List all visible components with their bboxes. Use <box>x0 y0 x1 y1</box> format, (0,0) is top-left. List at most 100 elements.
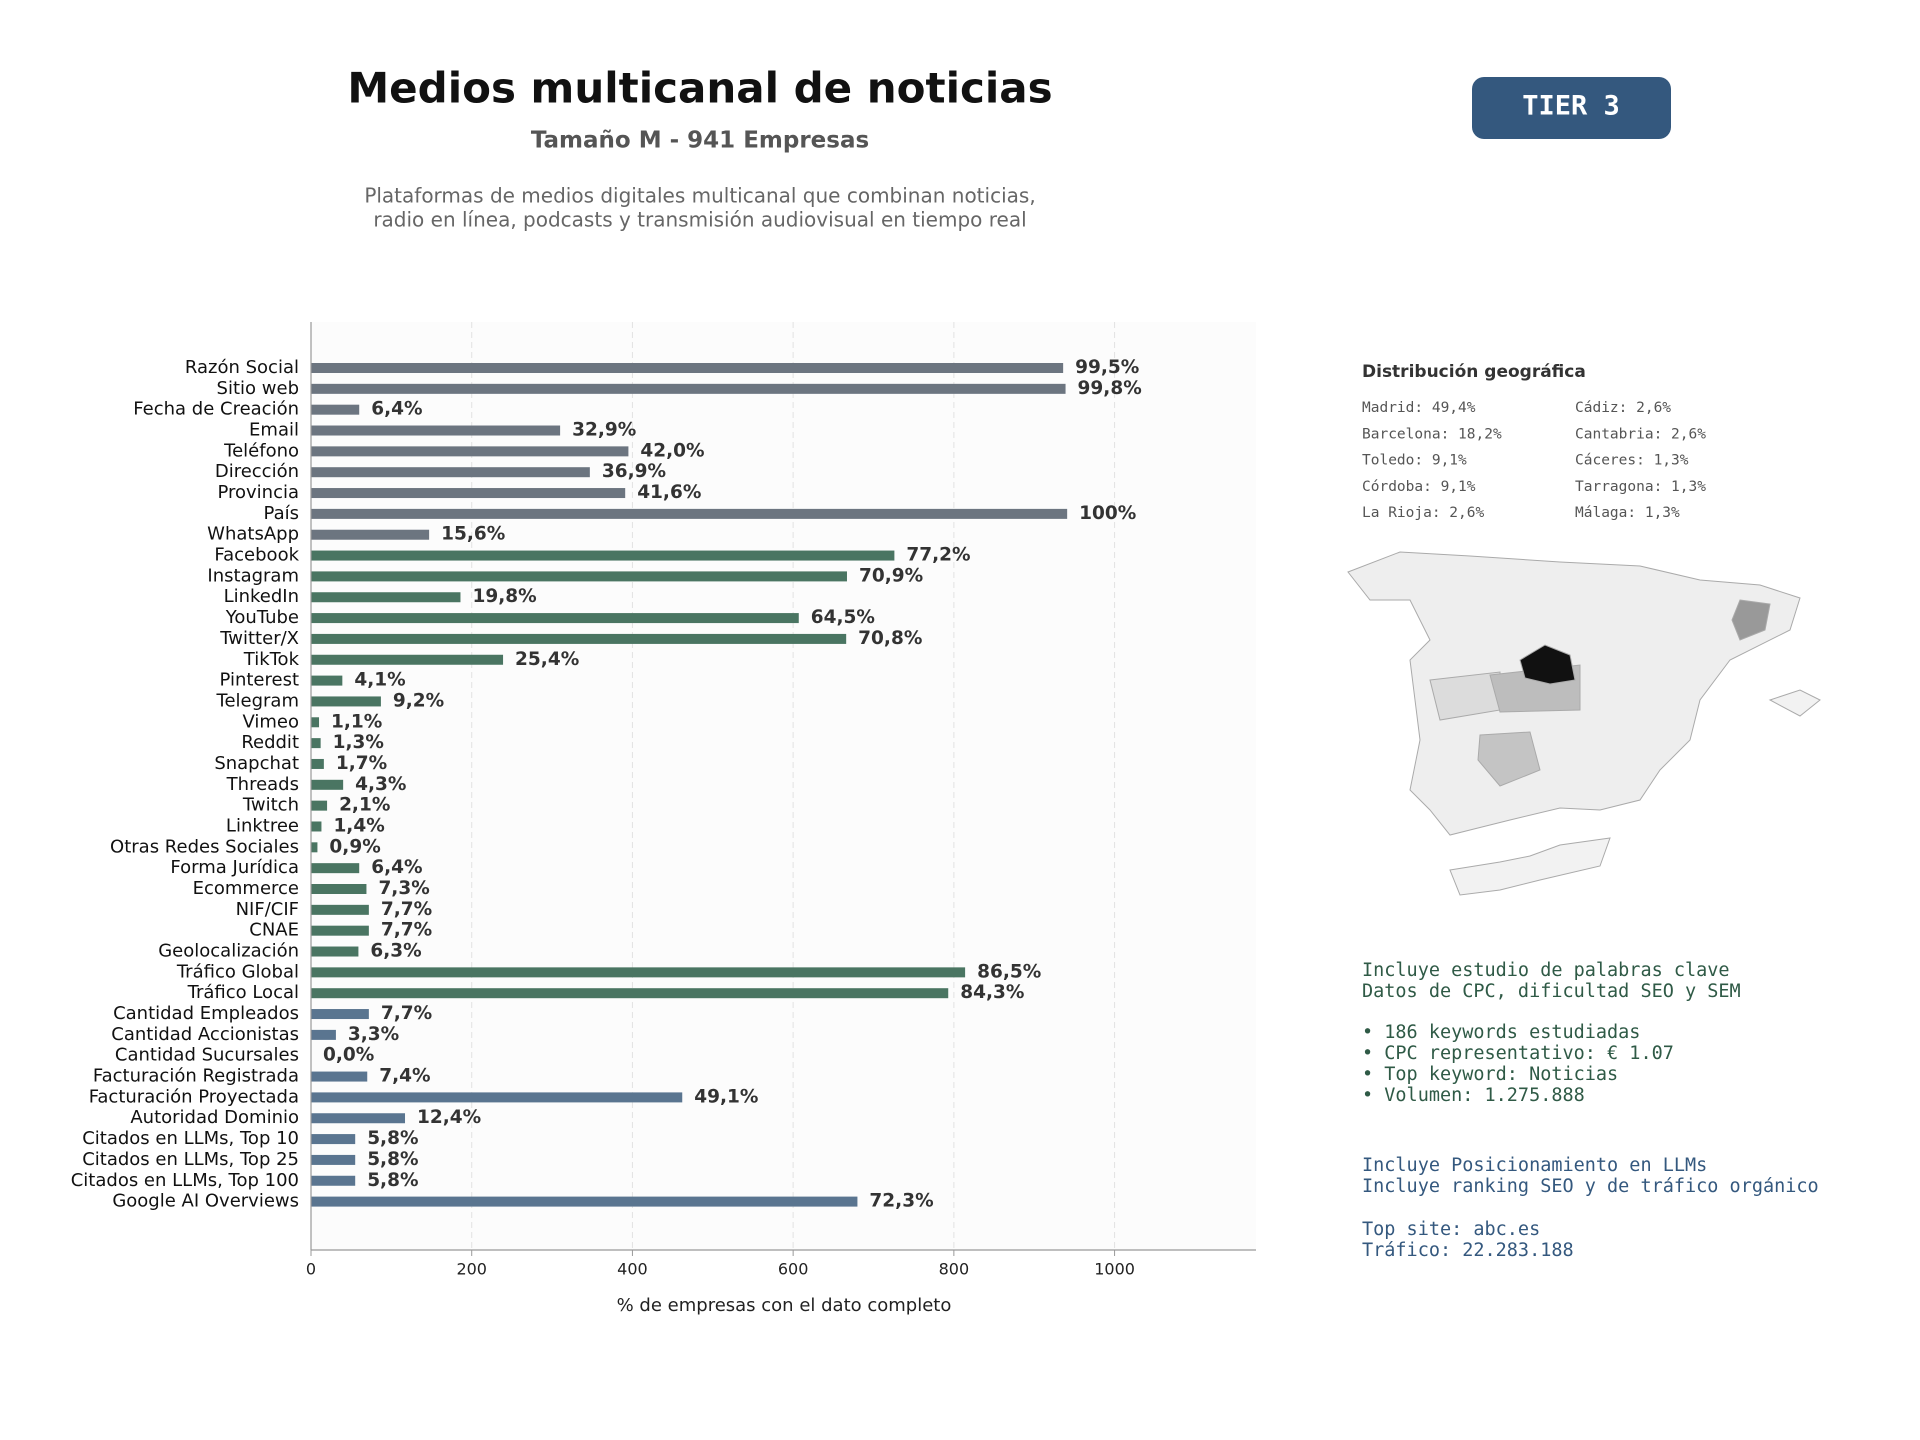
value-label: 0,0% <box>323 1045 374 1066</box>
y-tick-label: Facturación Registrada <box>93 1066 299 1087</box>
value-label: 70,8% <box>858 628 922 649</box>
geo-item: Tarragona: 1,3% <box>1575 479 1706 495</box>
value-label: 84,3% <box>960 982 1024 1003</box>
y-tick-label: YouTube <box>225 607 299 628</box>
value-label: 42,0% <box>640 440 704 461</box>
value-label: 4,3% <box>355 774 406 795</box>
value-label: 100% <box>1079 503 1136 524</box>
bar <box>311 1092 683 1103</box>
y-tick-label: Otras Redes Sociales <box>110 836 299 857</box>
value-label: 32,9% <box>572 420 636 441</box>
value-label: 25,4% <box>515 649 579 670</box>
bar <box>311 1029 336 1040</box>
note-line: Tráfico: 22.283.188 <box>1362 1240 1574 1261</box>
bar <box>311 758 324 769</box>
bar <box>311 1071 368 1082</box>
y-tick-label: Reddit <box>241 732 299 753</box>
description: Plataformas de medios digitales multican… <box>364 184 1035 208</box>
y-tick-label: Razón Social <box>185 357 299 378</box>
value-label: 5,8% <box>367 1149 418 1170</box>
bar <box>311 404 360 415</box>
bar <box>311 821 322 832</box>
geo-item: Málaga: 1,3% <box>1575 505 1680 521</box>
value-label: 6,3% <box>370 941 421 962</box>
bar <box>311 383 1066 394</box>
y-tick-label: LinkedIn <box>224 586 299 607</box>
y-tick-label: Dirección <box>215 461 299 482</box>
y-tick-label: Teléfono <box>223 440 299 461</box>
note-line: • Volumen: 1.275.888 <box>1362 1085 1585 1106</box>
bar <box>311 884 367 894</box>
bar <box>311 1113 406 1124</box>
geo-item: Cantabria: 2,6% <box>1575 426 1706 442</box>
note-line: Incluye ranking SEO y de tráfico orgánic… <box>1362 1176 1819 1197</box>
y-tick-label: Citados en LLMs, Top 25 <box>82 1149 299 1170</box>
value-label: 5,8% <box>367 1128 418 1149</box>
map <box>1347 551 1821 896</box>
geo-item: Córdoba: 9,1% <box>1362 479 1476 495</box>
value-label: 99,8% <box>1078 378 1142 399</box>
value-label: 99,5% <box>1075 357 1139 378</box>
value-label: 1,1% <box>331 711 382 732</box>
value-label: 3,3% <box>348 1024 399 1045</box>
bar <box>311 988 949 999</box>
subtitle: Tamaño M - 941 Empresas <box>531 128 869 154</box>
y-tick-label: Twitch <box>242 795 299 816</box>
note-line: • Top keyword: Noticias <box>1362 1064 1618 1085</box>
y-tick-label: Facturación Proyectada <box>89 1086 299 1107</box>
description: radio en línea, podcasts y transmisión a… <box>373 208 1026 232</box>
value-label: 72,3% <box>869 1191 933 1212</box>
y-tick-label: Cantidad Sucursales <box>115 1045 299 1066</box>
bar <box>311 800 328 811</box>
geo-list: Madrid: 49,4% Barcelona: 18,2% Toledo: 9,1… <box>1362 400 1706 521</box>
x-tick-label: 200 <box>456 1260 487 1279</box>
bar <box>311 675 343 686</box>
x-tick-label: 1000 <box>1094 1260 1135 1279</box>
y-tick-label: País <box>264 503 299 524</box>
bar <box>311 363 1064 373</box>
map-region <box>1731 599 1771 641</box>
map-madrid <box>1519 644 1576 685</box>
y-tick-label: Geolocalización <box>158 941 299 962</box>
bar <box>311 863 360 874</box>
y-tick-label: Twitter/X <box>219 628 299 649</box>
value-label: 64,5% <box>811 607 875 628</box>
bar <box>311 613 799 624</box>
y-tick-label: Google AI Overviews <box>112 1191 299 1212</box>
bar <box>311 488 626 499</box>
value-label: 1,3% <box>333 732 384 753</box>
y-tick-label: Cantidad Accionistas <box>111 1024 299 1045</box>
bar <box>311 550 895 561</box>
y-tick-label: WhatsApp <box>207 524 299 545</box>
note-line: • CPC representativo: € 1.07 <box>1362 1043 1674 1064</box>
y-tick-label: Ecommerce <box>193 878 299 899</box>
y-tick-label: Citados en LLMs, Top 10 <box>82 1128 299 1149</box>
geo-item: Barcelona: 18,2% <box>1362 426 1502 442</box>
map-islands <box>1768 689 1821 717</box>
y-tick-label: Tráfico Global <box>176 961 299 982</box>
y-tick-label: Forma Jurídica <box>170 857 299 878</box>
bar <box>311 779 344 790</box>
note-line: Incluye Posicionamiento en LLMs <box>1362 1155 1707 1176</box>
y-tick-label: Email <box>249 420 299 441</box>
note-line: • 186 keywords estudiadas <box>1362 1022 1640 1043</box>
value-label: 49,1% <box>694 1086 758 1107</box>
x-tick-label: 400 <box>617 1260 648 1279</box>
y-tick-label: Telegram <box>216 690 299 711</box>
note-line: Datos de CPC, dificultad SEO y SEM <box>1362 981 1741 1002</box>
bar <box>311 904 369 915</box>
bar <box>311 571 847 582</box>
value-label: 86,5% <box>977 961 1041 982</box>
badge-label: TIER 3 <box>1522 91 1620 122</box>
y-tick-label: TikTok <box>243 649 300 670</box>
bar <box>311 425 561 436</box>
bar <box>311 633 847 644</box>
value-label: 0,9% <box>329 836 380 857</box>
y-tick-label: Provincia <box>217 482 299 503</box>
bar <box>311 654 504 665</box>
y-tick-label: Cantidad Empleados <box>113 1003 299 1024</box>
bar <box>311 842 318 853</box>
bar <box>311 529 430 540</box>
bar <box>311 1175 356 1186</box>
